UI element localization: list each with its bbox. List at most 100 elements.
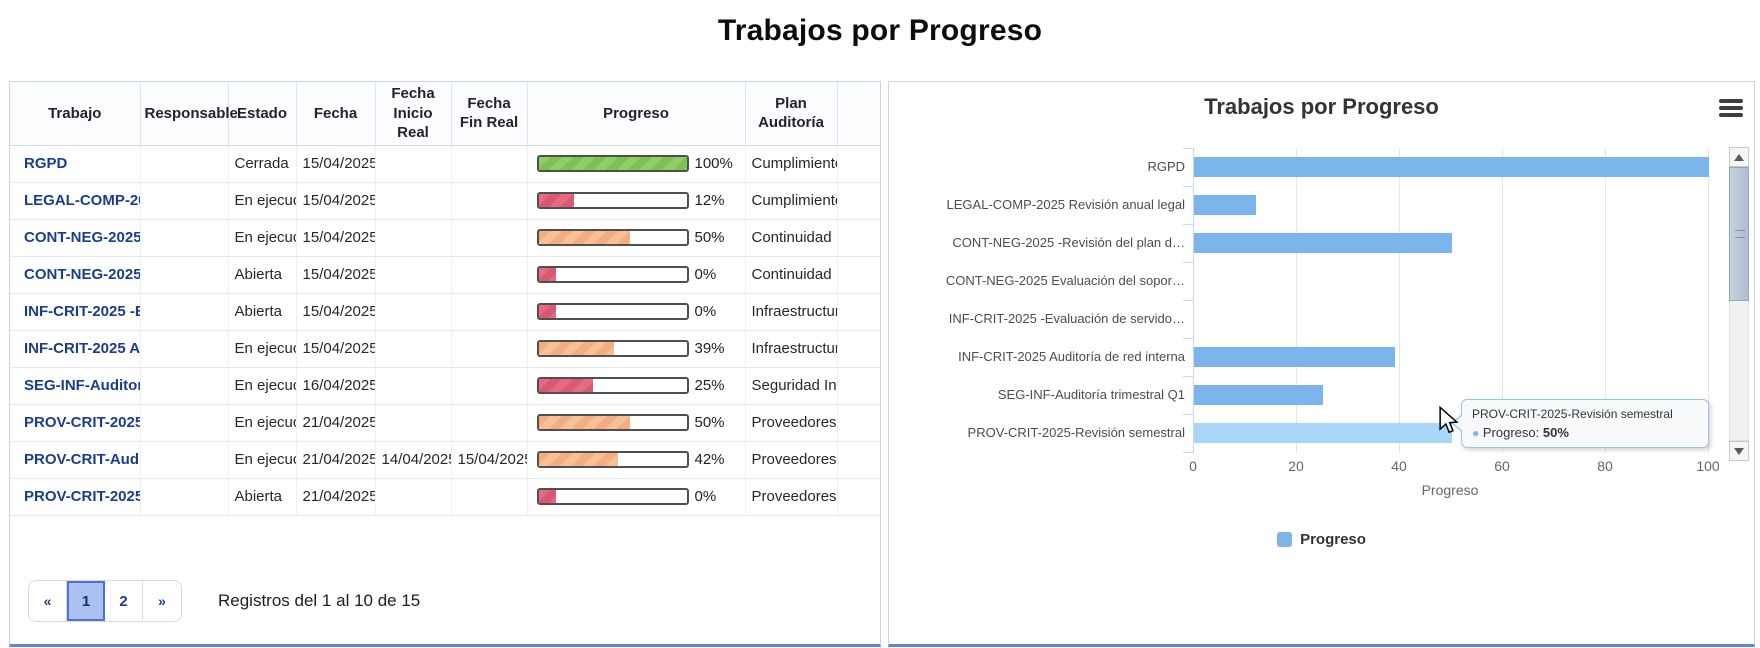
cell-fecha-inicio-real xyxy=(375,404,452,442)
bar-6[interactable] xyxy=(1194,347,1395,367)
job-link[interactable]: CONT-NEG-2025 Evaluación del sopor… xyxy=(10,256,141,294)
scrollbar-grip-icon xyxy=(1735,230,1745,238)
bar-8[interactable] xyxy=(1194,423,1452,443)
cell-progreso: 100% xyxy=(527,145,746,183)
cell-estado: En ejecución xyxy=(228,330,297,368)
progress-fill xyxy=(538,379,594,392)
cell-fecha-fin-real xyxy=(451,478,528,516)
cell-estado: En ejecución xyxy=(228,404,297,442)
progress-percent: 25% xyxy=(694,377,725,394)
cell-fecha-inicio-real xyxy=(375,182,452,220)
table-row: CONT-NEG-2025 -Revisión del plan d… En ej… xyxy=(10,219,880,257)
bar-1[interactable] xyxy=(1194,157,1709,177)
cell-responsable xyxy=(140,145,229,183)
progress-bar xyxy=(536,303,689,320)
progress-percent: 50% xyxy=(694,229,725,246)
cell-plan-auditoria: Infraestructura xyxy=(745,293,838,331)
chart-tooltip: PROV-CRIT-2025-Revisión semestral ● Prog… xyxy=(1451,399,1709,448)
progress-bar xyxy=(536,340,689,357)
cell-plan-auditoria: Proveedores xyxy=(745,404,838,442)
category-tick xyxy=(1183,452,1193,453)
cell-fecha: 15/04/2025 xyxy=(296,293,376,331)
bar-7[interactable] xyxy=(1194,385,1323,405)
job-link[interactable]: RGPD xyxy=(10,145,141,183)
x-axis-title: Progreso xyxy=(1421,482,1479,498)
pager-first-button[interactable]: « xyxy=(29,581,67,621)
progress-bar xyxy=(536,451,689,468)
bar-3[interactable] xyxy=(1194,233,1452,253)
table-row: LEGAL-COMP-2025 Revisión anual legal En e… xyxy=(10,182,880,220)
cell-progreso: 25% xyxy=(527,367,746,405)
job-link[interactable]: CONT-NEG-2025 -Revisión del plan d… xyxy=(10,219,141,257)
gridline xyxy=(1605,148,1606,453)
cell-fecha: 16/04/2025 xyxy=(296,367,376,405)
pager-page-button-2[interactable]: 2 xyxy=(105,581,143,621)
cell-progreso: 42% xyxy=(527,441,746,479)
column-header: Fecha Fin Real xyxy=(451,82,528,146)
progress-percent: 0% xyxy=(694,488,717,505)
gridline xyxy=(1502,148,1503,453)
cell-fecha: 15/04/2025 xyxy=(296,145,376,183)
x-axis-tick-label: 40 xyxy=(1391,458,1407,474)
job-link[interactable]: LEGAL-COMP-2025 Revisión anual legal xyxy=(10,182,141,220)
tooltip-series-name: Progreso: xyxy=(1482,425,1540,440)
cell-estado: Abierta xyxy=(228,293,297,331)
job-link[interactable]: PROV-CRIT-2025-Revisión semestral xyxy=(10,404,141,442)
table-row: RGPD Cerrada 15/04/2025 100% Cumplimiento xyxy=(10,145,880,183)
cell-estado: En ejecución xyxy=(228,441,297,479)
cell-responsable xyxy=(140,256,229,294)
job-link[interactable]: SEG-INF-Auditoría trimestral Q1 xyxy=(10,367,141,405)
category-label: RGPD xyxy=(1147,159,1185,174)
progress-bar xyxy=(536,488,689,505)
cell-plan-auditoria: Proveedores xyxy=(745,478,838,516)
mouse-cursor-icon xyxy=(1439,406,1459,434)
cell-responsable xyxy=(140,367,229,405)
cell-fecha-inicio-real xyxy=(375,219,452,257)
cell-fecha: 15/04/2025 xyxy=(296,219,376,257)
jobs-table: Trabajo Responsable Estado Fecha Fecha Inici… xyxy=(10,82,880,516)
gridline xyxy=(1296,148,1297,453)
job-link[interactable]: PROV-CRIT-2025- xyxy=(10,478,141,516)
progress-bar xyxy=(536,192,689,209)
legend-item-progreso[interactable]: Progreso xyxy=(889,531,1754,548)
progress-fill xyxy=(538,231,631,244)
category-tick xyxy=(1183,414,1193,415)
cell-responsable xyxy=(140,478,229,516)
cell-fecha-inicio-real xyxy=(375,256,452,294)
job-link[interactable]: INF-CRIT-2025 -Evaluación de servido… xyxy=(10,293,141,331)
progress-bar xyxy=(536,266,689,283)
hamburger-menu-icon[interactable] xyxy=(1719,99,1743,120)
cell-estado: En ejecución xyxy=(228,367,297,405)
category-tick xyxy=(1183,262,1193,263)
column-header: Progreso xyxy=(527,82,746,146)
cell-plan-auditoria: Cumplimiento xyxy=(745,182,838,220)
gridline xyxy=(1708,148,1709,453)
category-label: CONT-NEG-2025 Evaluación del sopor… xyxy=(945,273,1185,288)
progress-fill xyxy=(538,416,631,429)
bar-2[interactable] xyxy=(1194,195,1256,215)
progress-bar xyxy=(536,414,689,431)
job-link[interactable]: PROV-CRIT-Audit xyxy=(10,441,141,479)
column-header xyxy=(837,82,880,146)
category-label: INF-CRIT-2025 Auditoría de red interna xyxy=(958,349,1185,364)
cell-fecha-fin-real xyxy=(451,404,528,442)
table-row: PROV-CRIT-Audit En ejecución21/04/202514/… xyxy=(10,441,880,479)
category-tick xyxy=(1183,148,1193,149)
cell-plan-auditoria: Seguridad Informática xyxy=(745,367,838,405)
pager-page-button-1[interactable]: 1 xyxy=(67,581,105,621)
scrollbar-down-button[interactable] xyxy=(1729,441,1749,461)
pager-last-button[interactable]: » xyxy=(143,581,181,621)
cell-plan-auditoria: Proveedores xyxy=(745,441,838,479)
column-header: Fecha xyxy=(296,82,376,146)
scrollbar-up-button[interactable] xyxy=(1729,147,1749,167)
series-dot-icon: ● xyxy=(1472,426,1480,440)
cell-fecha-inicio-real xyxy=(375,367,452,405)
cell-plan-auditoria: Continuidad xyxy=(745,219,838,257)
column-header: Trabajo xyxy=(10,82,141,146)
category-tick xyxy=(1183,376,1193,377)
progress-percent: 42% xyxy=(694,451,725,468)
scrollbar-thumb[interactable] xyxy=(1729,167,1749,301)
category-label: CONT-NEG-2025 -Revisión del plan d… xyxy=(952,235,1185,250)
job-link[interactable]: INF-CRIT-2025 Auditoría de red interna xyxy=(10,330,141,368)
cell-progreso: 50% xyxy=(527,404,746,442)
